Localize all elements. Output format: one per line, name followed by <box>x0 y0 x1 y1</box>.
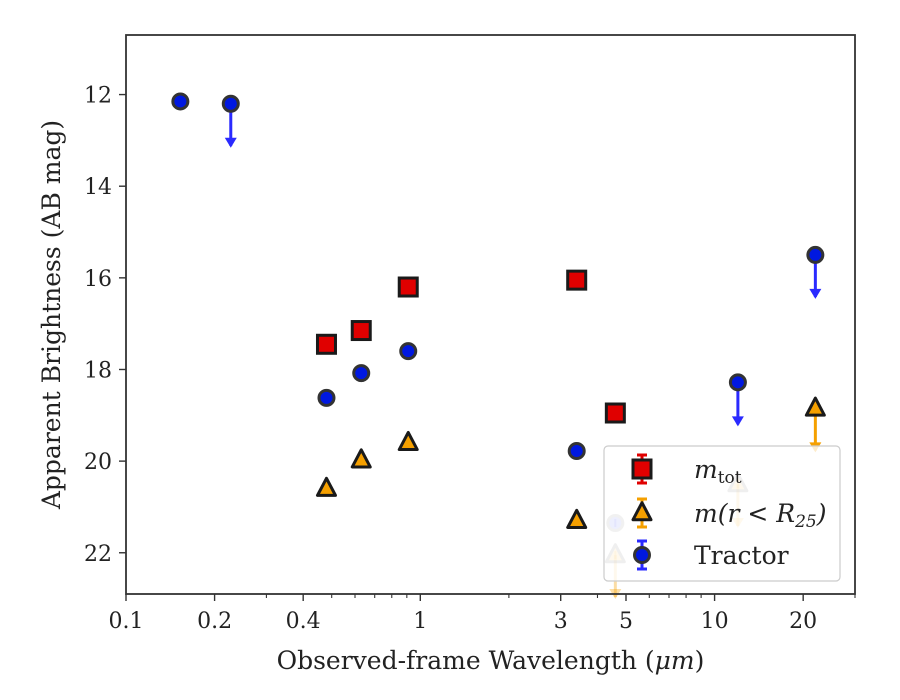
y-tick-label: 14 <box>84 175 112 200</box>
y-axis-label: Apparent Brightness (AB mag) <box>37 120 66 510</box>
legend-marker <box>633 546 651 564</box>
upper-limit-arrow-head <box>809 288 822 299</box>
data-point <box>397 276 419 298</box>
data-point <box>728 373 747 392</box>
x-tick-label: 0.1 <box>109 609 144 634</box>
data-point <box>171 92 190 111</box>
y-tick-label: 18 <box>84 358 112 383</box>
data-point <box>806 245 825 264</box>
data-point <box>315 333 337 355</box>
x-tick-label: 5 <box>619 609 633 634</box>
upper-limit-arrow-head <box>731 416 744 427</box>
data-point <box>566 508 588 529</box>
y-tick-label: 22 <box>84 542 112 567</box>
data-point <box>350 320 372 342</box>
axis-ticks: 0.1 0.2 0.4 1 3 5 10 20 12 14 16 18 20 22 <box>84 84 856 634</box>
data-point <box>352 364 371 383</box>
y-tick-label: 16 <box>84 267 112 292</box>
plot-frame <box>125 34 856 595</box>
legend: mtot m(r < R25) Tractor <box>603 445 841 582</box>
x-tick-label: 3 <box>554 609 568 634</box>
data-point <box>221 94 240 113</box>
legend-label: mtot <box>694 455 742 488</box>
y-tick-label: 20 <box>84 450 112 475</box>
upper-limit-arrow-head <box>224 137 237 148</box>
x-tick-label: 10 <box>701 609 729 634</box>
data-point <box>566 269 588 291</box>
legend-label: m(r < R25) <box>694 499 826 532</box>
x-tick-label: 1 <box>413 609 427 634</box>
x-tick-label: 20 <box>789 609 817 634</box>
data-point <box>350 448 372 469</box>
data-point <box>567 442 586 461</box>
x-tick-label: 0.2 <box>197 609 232 634</box>
x-axis-label: Observed-frame Wavelength (μm) <box>277 646 705 675</box>
data-point <box>317 388 336 407</box>
data-point <box>604 402 626 424</box>
x-tick-label: 0.4 <box>286 609 321 634</box>
legend-marker <box>631 458 653 480</box>
legend-box <box>603 445 841 582</box>
data-point <box>315 476 337 497</box>
data-point <box>397 430 419 452</box>
y-tick-label: 12 <box>84 84 112 109</box>
data-point <box>804 396 826 417</box>
legend-marker <box>631 501 653 522</box>
series-m-tot <box>315 269 626 424</box>
data-point <box>399 342 418 361</box>
legend-label: Tractor <box>694 541 789 570</box>
